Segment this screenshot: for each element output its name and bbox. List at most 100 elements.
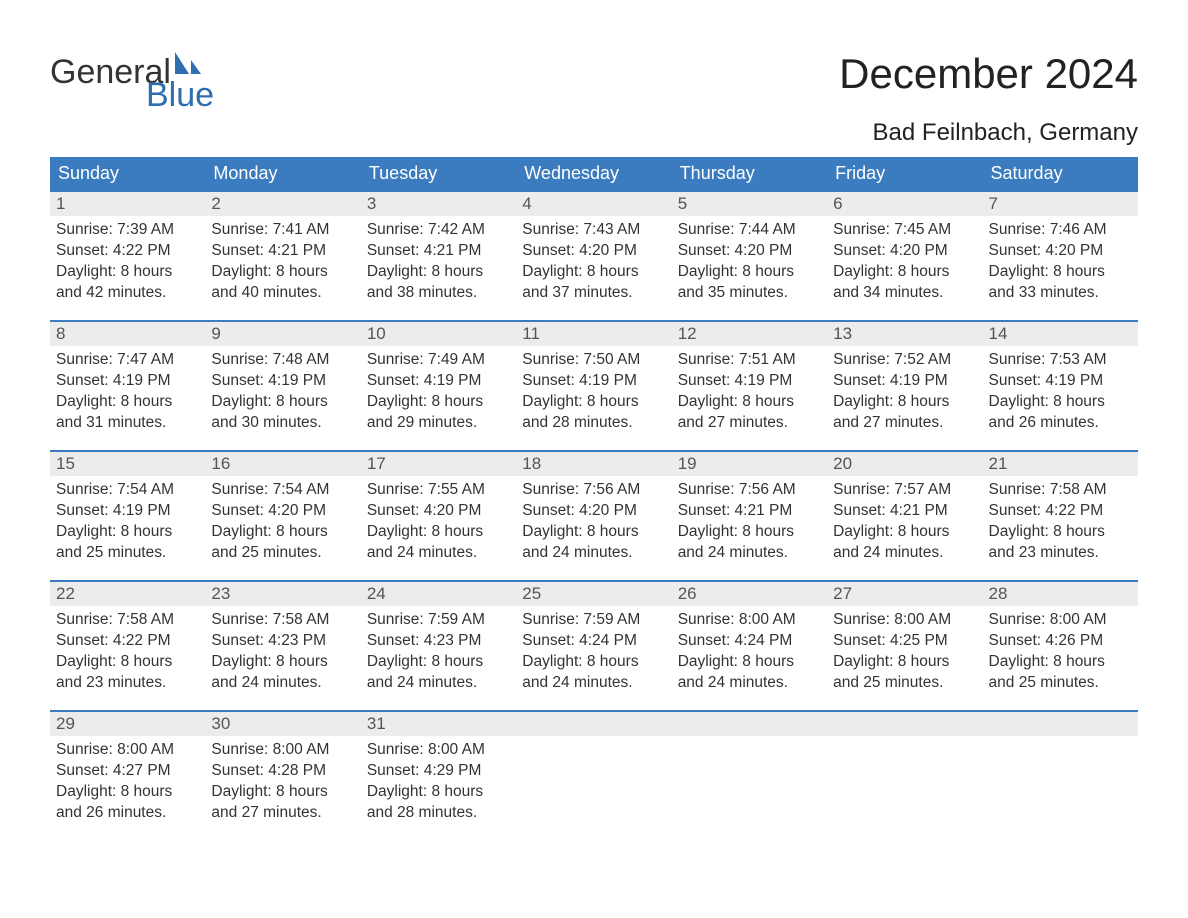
day-number: 31 [361, 712, 516, 736]
day-number: 18 [516, 452, 671, 476]
weekday-heading: Sunday [50, 157, 205, 190]
day-details: Sunrise: 7:59 AMSunset: 4:23 PMDaylight:… [361, 606, 516, 694]
day-number: 19 [672, 452, 827, 476]
day-cell: 5Sunrise: 7:44 AMSunset: 4:20 PMDaylight… [672, 192, 827, 320]
day-number: 2 [205, 192, 360, 216]
day-day2: and 30 minutes. [211, 413, 354, 434]
day-day2: and 27 minutes. [678, 413, 821, 434]
day-number: 14 [983, 322, 1138, 346]
day-sunset: Sunset: 4:19 PM [56, 371, 199, 392]
day-sunrise: Sunrise: 7:54 AM [56, 480, 199, 501]
day-number [672, 712, 827, 736]
day-number: 24 [361, 582, 516, 606]
day-day1: Daylight: 8 hours [678, 522, 821, 543]
day-number: 8 [50, 322, 205, 346]
day-day2: and 28 minutes. [367, 803, 510, 824]
day-day2: and 37 minutes. [522, 283, 665, 304]
day-number: 29 [50, 712, 205, 736]
day-sunrise: Sunrise: 7:59 AM [522, 610, 665, 631]
calendar: Sunday Monday Tuesday Wednesday Thursday… [50, 157, 1138, 840]
weekday-heading: Friday [827, 157, 982, 190]
week-row: 29Sunrise: 8:00 AMSunset: 4:27 PMDayligh… [50, 710, 1138, 840]
day-sunset: Sunset: 4:24 PM [678, 631, 821, 652]
day-day2: and 26 minutes. [989, 413, 1132, 434]
weekday-header-row: Sunday Monday Tuesday Wednesday Thursday… [50, 157, 1138, 190]
day-number: 16 [205, 452, 360, 476]
day-day2: and 28 minutes. [522, 413, 665, 434]
day-sunset: Sunset: 4:20 PM [367, 501, 510, 522]
day-cell: 31Sunrise: 8:00 AMSunset: 4:29 PMDayligh… [361, 712, 516, 840]
day-cell: 27Sunrise: 8:00 AMSunset: 4:25 PMDayligh… [827, 582, 982, 710]
day-sunset: Sunset: 4:29 PM [367, 761, 510, 782]
day-number: 11 [516, 322, 671, 346]
day-day2: and 26 minutes. [56, 803, 199, 824]
day-sunset: Sunset: 4:19 PM [833, 371, 976, 392]
day-number: 5 [672, 192, 827, 216]
day-day1: Daylight: 8 hours [211, 262, 354, 283]
day-day2: and 23 minutes. [989, 543, 1132, 564]
day-sunrise: Sunrise: 7:49 AM [367, 350, 510, 371]
day-day2: and 24 minutes. [211, 673, 354, 694]
day-cell: 9Sunrise: 7:48 AMSunset: 4:19 PMDaylight… [205, 322, 360, 450]
day-sunrise: Sunrise: 7:48 AM [211, 350, 354, 371]
day-cell: 17Sunrise: 7:55 AMSunset: 4:20 PMDayligh… [361, 452, 516, 580]
day-day1: Daylight: 8 hours [678, 262, 821, 283]
day-details: Sunrise: 7:39 AMSunset: 4:22 PMDaylight:… [50, 216, 205, 304]
day-cell: 21Sunrise: 7:58 AMSunset: 4:22 PMDayligh… [983, 452, 1138, 580]
day-sunrise: Sunrise: 7:55 AM [367, 480, 510, 501]
day-details: Sunrise: 7:58 AMSunset: 4:22 PMDaylight:… [983, 476, 1138, 564]
day-day2: and 40 minutes. [211, 283, 354, 304]
day-details: Sunrise: 7:57 AMSunset: 4:21 PMDaylight:… [827, 476, 982, 564]
day-day1: Daylight: 8 hours [833, 392, 976, 413]
day-cell: 11 Sunrise: 7:50 AMSunset: 4:19 PMDayligh… [516, 322, 671, 450]
day-day2: and 25 minutes. [833, 673, 976, 694]
day-sunset: Sunset: 4:19 PM [678, 371, 821, 392]
day-details: Sunrise: 7:45 AMSunset: 4:20 PMDaylight:… [827, 216, 982, 304]
day-number [516, 712, 671, 736]
day-number [983, 712, 1138, 736]
day-day2: and 25 minutes. [211, 543, 354, 564]
day-day1: Daylight: 8 hours [211, 522, 354, 543]
day-sunrise: Sunrise: 7:39 AM [56, 220, 199, 241]
day-sunrise: Sunrise: 8:00 AM [56, 740, 199, 761]
day-details: Sunrise: 7:55 AMSunset: 4:20 PMDaylight:… [361, 476, 516, 564]
day-number: 25 [516, 582, 671, 606]
day-day1: Daylight: 8 hours [367, 652, 510, 673]
day-cell [672, 712, 827, 840]
day-sunset: Sunset: 4:19 PM [522, 371, 665, 392]
day-day1: Daylight: 8 hours [56, 782, 199, 803]
day-sunset: Sunset: 4:20 PM [833, 241, 976, 262]
day-sunrise: Sunrise: 7:58 AM [989, 480, 1132, 501]
day-sunrise: Sunrise: 7:57 AM [833, 480, 976, 501]
day-day1: Daylight: 8 hours [833, 262, 976, 283]
day-cell: 23Sunrise: 7:58 AMSunset: 4:23 PMDayligh… [205, 582, 360, 710]
day-sunset: Sunset: 4:20 PM [989, 241, 1132, 262]
day-cell: 25Sunrise: 7:59 AMSunset: 4:24 PMDayligh… [516, 582, 671, 710]
day-number: 10 [361, 322, 516, 346]
day-sunrise: Sunrise: 7:53 AM [989, 350, 1132, 371]
day-sunset: Sunset: 4:22 PM [989, 501, 1132, 522]
day-day2: and 33 minutes. [989, 283, 1132, 304]
day-day1: Daylight: 8 hours [522, 392, 665, 413]
day-cell: 26Sunrise: 8:00 AMSunset: 4:24 PMDayligh… [672, 582, 827, 710]
day-day2: and 27 minutes. [833, 413, 976, 434]
day-sunrise: Sunrise: 7:50 AM [522, 350, 665, 371]
day-number: 9 [205, 322, 360, 346]
day-details: Sunrise: 7:52 AMSunset: 4:19 PMDaylight:… [827, 346, 982, 434]
day-sunset: Sunset: 4:19 PM [989, 371, 1132, 392]
weekday-heading: Saturday [983, 157, 1138, 190]
day-day1: Daylight: 8 hours [989, 652, 1132, 673]
day-day1: Daylight: 8 hours [56, 522, 199, 543]
day-day1: Daylight: 8 hours [678, 392, 821, 413]
day-sunrise: Sunrise: 7:46 AM [989, 220, 1132, 241]
day-number [827, 712, 982, 736]
day-cell: 30Sunrise: 8:00 AMSunset: 4:28 PMDayligh… [205, 712, 360, 840]
day-number: 23 [205, 582, 360, 606]
day-cell: 8Sunrise: 7:47 AMSunset: 4:19 PMDaylight… [50, 322, 205, 450]
day-day2: and 34 minutes. [833, 283, 976, 304]
day-cell: 13Sunrise: 7:52 AMSunset: 4:19 PMDayligh… [827, 322, 982, 450]
day-sunset: Sunset: 4:21 PM [211, 241, 354, 262]
day-day2: and 24 minutes. [367, 673, 510, 694]
day-number: 22 [50, 582, 205, 606]
day-details: Sunrise: 7:54 AMSunset: 4:20 PMDaylight:… [205, 476, 360, 564]
